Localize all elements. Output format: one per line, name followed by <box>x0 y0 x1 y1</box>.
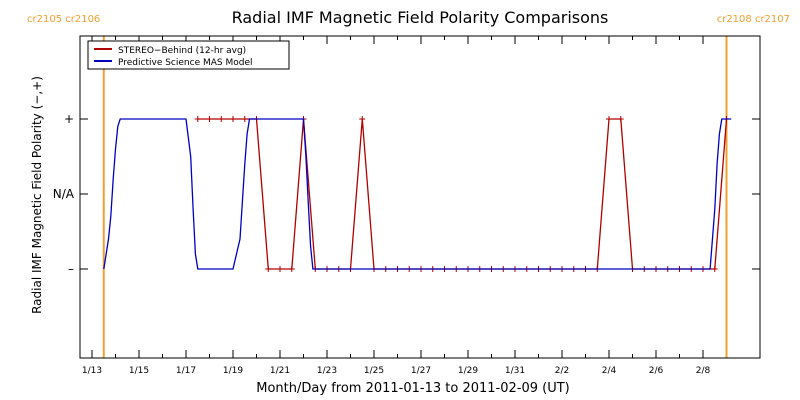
x-tick-label: 1/31 <box>505 366 525 376</box>
series-line-2 <box>103 118 732 270</box>
x-tick-label: 2/6 <box>649 366 664 376</box>
x-tick-label: 2/2 <box>555 366 569 376</box>
series-point-marker <box>265 266 272 272</box>
series-point-marker <box>617 116 624 122</box>
carrington-marker-label: cr2108 cr2107 <box>717 14 790 25</box>
series-point-marker <box>359 116 366 122</box>
x-axis-ticks: 1/13 1/15 1/17 1/19 1/21 1/23 1/25 1/27 1/29 1/31… <box>82 36 711 376</box>
x-tick-label: 1/21 <box>270 366 290 376</box>
series-point-marker <box>241 116 248 122</box>
series-point-marker <box>230 116 236 122</box>
x-tick-label: 1/29 <box>458 366 478 376</box>
legend-label: STEREO−Behind (12-hr avg) <box>118 46 246 56</box>
x-tick-label: 2/8 <box>696 366 711 376</box>
series-point-marker <box>194 116 201 122</box>
series-point-marker <box>606 116 612 122</box>
y-tick-label: – <box>68 262 74 276</box>
legend: STEREO−Behind (12-hr avg) Predictive Scie… <box>87 40 290 70</box>
series-point-marker <box>288 266 295 272</box>
chart-title: Radial IMF Magnetic Field Polarity Compa… <box>232 8 609 27</box>
legend-box <box>87 40 290 70</box>
x-tick-label: 1/13 <box>82 366 102 376</box>
carrington-marker-label: cr2105 cr2106 <box>27 14 100 25</box>
x-tick-label: 1/25 <box>364 366 384 376</box>
x-tick-label: 1/19 <box>223 366 243 376</box>
series-point-marker <box>277 266 283 272</box>
x-tick-label: 2/4 <box>602 366 617 376</box>
legend-label: Predictive Science MAS Model <box>118 58 253 68</box>
y-tick-label: N/A <box>53 187 75 201</box>
plot-frame <box>79 35 761 359</box>
carrington-rotation-markers: cr2105 cr2106 cr2108 cr2107 <box>27 14 790 358</box>
y-axis-ticks: + N/A – <box>53 112 760 276</box>
series-point-marker <box>218 116 225 122</box>
x-tick-label: 1/23 <box>317 366 337 376</box>
x-tick-label: 1/17 <box>176 366 196 376</box>
x-axis-label: Month/Day from 2011-01-13 to 2011-02-09 … <box>256 381 569 396</box>
series-point-marker <box>711 266 718 272</box>
x-tick-label: 1/27 <box>411 366 431 376</box>
series-point-marker <box>206 116 213 122</box>
series-layer <box>103 116 732 272</box>
x-tick-label: 1/15 <box>129 366 149 376</box>
y-tick-label: + <box>64 112 74 126</box>
y-axis-label: Radial IMF Magnetic Field Polarity (−,+) <box>30 76 44 314</box>
